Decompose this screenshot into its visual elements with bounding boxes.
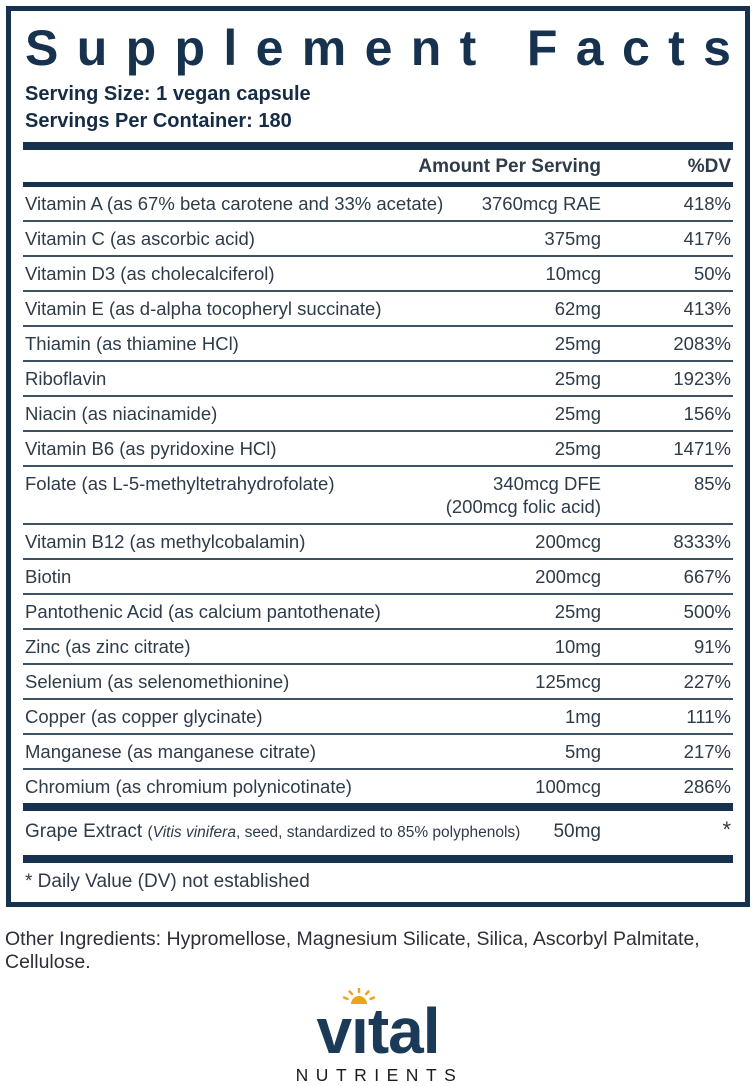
ingredient-amount: 340mcg DFE (200mcg folic acid): [445, 473, 601, 517]
divider-bar-medium: [23, 182, 733, 187]
ingredient-dv: 286%: [683, 776, 731, 797]
ingredient-dv: 217%: [683, 741, 731, 762]
table-row: Manganese (as manganese citrate) 5mg 217…: [23, 733, 733, 768]
ingredient-dv: 156%: [683, 403, 731, 424]
dv-footnote: * Daily Value (DV) not established: [25, 871, 310, 892]
ingredient-amount: 5mg: [565, 741, 601, 762]
ingredient-amount: 25mg: [554, 403, 601, 424]
ingredient-dv: 667%: [683, 566, 731, 587]
ingredient-name: Chromium (as chromium polynicotinate): [25, 776, 352, 797]
ingredient-amount: 200mcg: [535, 566, 601, 587]
ingredient-amount: 25mg: [554, 601, 601, 622]
ingredient-amount-line2: (200mcg folic acid): [445, 496, 601, 517]
ingredient-name: Pantothenic Acid (as calcium pantothenat…: [25, 601, 381, 622]
logo-tagline: NUTRIENTS: [295, 1064, 464, 1085]
ingredient-name: Vitamin D3 (as cholecalciferol): [25, 263, 275, 284]
ingredient-amount: 200mcg: [535, 531, 601, 552]
ingredient-name: Riboflavin: [25, 368, 107, 389]
logo-letter-i: ı: [343, 987, 376, 1063]
ingredient-amount: 3760mcg RAE: [481, 193, 601, 214]
column-header-amount: Amount Per Serving: [418, 156, 601, 177]
ingredient-dv: 1471%: [673, 438, 731, 459]
column-header-dv: %DV: [687, 156, 731, 177]
facts-rows: Vitamin A (as 67% beta carotene and 33% …: [23, 187, 733, 803]
logo-letter: v: [316, 994, 352, 1067]
table-row: Zinc (as zinc citrate) 10mg 91%: [23, 628, 733, 663]
ingredient-name: Copper (as copper glycinate): [25, 706, 263, 727]
ingredient-dv: 418%: [683, 193, 731, 214]
ingredient-amount: 25mg: [554, 438, 601, 459]
ingredient-name: Vitamin A (as 67% beta carotene and 33% …: [25, 193, 444, 214]
ingredient-dv: 91%: [693, 636, 731, 657]
ingredient-dv: 413%: [683, 298, 731, 319]
grape-extract-detail: (Vitis vinifera, seed, standardized to 8…: [147, 824, 521, 841]
ingredient-dv: 50%: [693, 263, 731, 284]
table-row: Vitamin A (as 67% beta carotene and 33% …: [23, 187, 733, 220]
ingredient-name: Biotin: [25, 566, 72, 587]
ingredient-amount: 100mcg: [535, 776, 601, 797]
ingredient-name: Folate (as L-5-methyltetrahydrofolate): [25, 473, 335, 494]
table-row: Pantothenic Acid (as calcium pantothenat…: [23, 593, 733, 628]
table-row: Selenium (as selenomethionine) 125mcg 22…: [23, 663, 733, 698]
servings-per-container: Servings Per Container: 180: [25, 110, 292, 132]
ingredient-name: Vitamin E (as d-alpha tocopheryl succina…: [25, 298, 382, 319]
ingredient-name: Grape Extract (Vitis vinifera, seed, sta…: [25, 820, 528, 845]
ingredient-dv: 500%: [683, 601, 731, 622]
table-row: Vitamin B12 (as methylcobalamin) 200mcg …: [23, 523, 733, 558]
ingredient-dv: 2083%: [673, 333, 731, 354]
ingredient-dv: 8333%: [673, 531, 731, 552]
table-row: Thiamin (as thiamine HCl) 25mg 2083%: [23, 325, 733, 360]
ingredient-name: Vitamin C (as ascorbic acid): [25, 228, 255, 249]
ingredient-dv: 227%: [683, 671, 731, 692]
table-row: Vitamin B6 (as pyridoxine HCl) 25mg 1471…: [23, 430, 733, 465]
table-row: Niacin (as niacinamide) 25mg 156%: [23, 395, 733, 430]
other-ingredients: Other Ingredients: Hypromellose, Magnesi…: [5, 928, 700, 974]
ingredient-name: Manganese (as manganese citrate): [25, 741, 317, 762]
table-row: Biotin 200mcg 667%: [23, 558, 733, 593]
table-row: Riboflavin 25mg 1923%: [23, 360, 733, 395]
ingredient-dv: 85%: [693, 473, 731, 494]
ingredient-amount: 1mg: [565, 706, 601, 727]
ingredient-name: Vitamin B12 (as methylcobalamin): [25, 531, 306, 552]
table-row: Chromium (as chromium polynicotinate) 10…: [23, 768, 733, 803]
grape-extract-label: Grape Extract: [25, 821, 143, 842]
table-row: Vitamin C (as ascorbic acid) 375mg 417%: [23, 220, 733, 255]
table-row: Vitamin E (as d-alpha tocopheryl succina…: [23, 290, 733, 325]
ingredient-dv: *: [722, 817, 731, 842]
ingredient-name: Vitamin B6 (as pyridoxine HCl): [25, 438, 277, 459]
ingredient-amount: 10mg: [554, 636, 601, 657]
serving-size: Serving Size: 1 vegan capsule: [25, 83, 311, 105]
table-row: Folate (as L-5-methyltetrahydrofolate) 3…: [23, 465, 733, 523]
ingredient-name: Selenium (as selenomethionine): [25, 671, 290, 692]
ingredient-amount: 125mcg: [535, 671, 601, 692]
logo-letters: tal: [367, 994, 441, 1067]
divider-bar-thick-bottom: [23, 855, 733, 863]
latin-name: Vitis vinifera: [152, 824, 236, 841]
table-row-grape-extract: Grape Extract (Vitis vinifera, seed, sta…: [23, 811, 733, 855]
ingredient-name: Zinc (as zinc citrate): [25, 636, 191, 657]
divider-bar-thick-top: [23, 142, 733, 150]
divider-bar-thick-mid: [23, 803, 733, 811]
table-row: Vitamin D3 (as cholecalciferol) 10mcg 50…: [23, 255, 733, 290]
table-row: Copper (as copper glycinate) 1mg 111%: [23, 698, 733, 733]
ingredient-amount: 50mg: [553, 821, 601, 842]
ingredient-dv: 417%: [683, 228, 731, 249]
sun-icon: [343, 987, 376, 1004]
ingredient-name: Niacin (as niacinamide): [25, 403, 218, 424]
ingredient-dv: 111%: [686, 706, 731, 727]
ingredient-amount: 25mg: [554, 368, 601, 389]
ingredient-amount: 10mcg: [545, 263, 601, 284]
ingredient-name: Thiamin (as thiamine HCl): [25, 333, 239, 354]
ingredient-amount: 25mg: [554, 333, 601, 354]
ingredient-amount: 375mg: [544, 228, 601, 249]
table-header-row: Amount Per Serving %DV: [23, 150, 733, 182]
ingredient-amount: 62mg: [554, 298, 601, 319]
ingredient-dv: 1923%: [673, 368, 731, 389]
